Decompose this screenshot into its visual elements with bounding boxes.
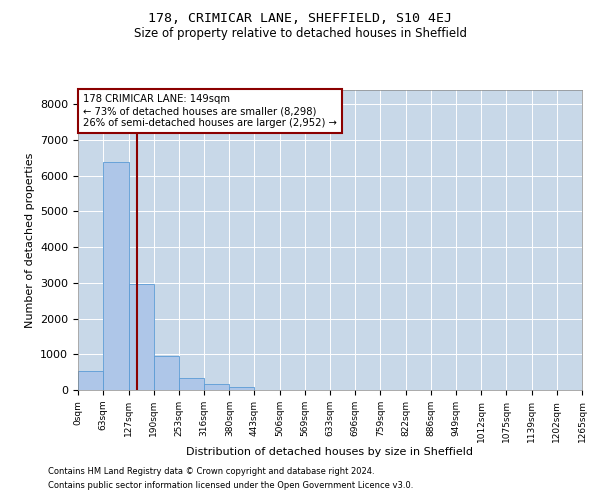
- Text: Contains public sector information licensed under the Open Government Licence v3: Contains public sector information licen…: [48, 481, 413, 490]
- Text: Contains HM Land Registry data © Crown copyright and database right 2024.: Contains HM Land Registry data © Crown c…: [48, 467, 374, 476]
- Bar: [154, 356, 179, 390]
- Text: Size of property relative to detached houses in Sheffield: Size of property relative to detached ho…: [133, 28, 467, 40]
- Y-axis label: Number of detached properties: Number of detached properties: [25, 152, 35, 328]
- Bar: [128, 284, 154, 390]
- X-axis label: Distribution of detached houses by size in Sheffield: Distribution of detached houses by size …: [187, 448, 473, 458]
- Bar: [103, 162, 128, 390]
- Bar: [229, 387, 254, 390]
- Text: 178, CRIMICAR LANE, SHEFFIELD, S10 4EJ: 178, CRIMICAR LANE, SHEFFIELD, S10 4EJ: [148, 12, 452, 26]
- Text: 178 CRIMICAR LANE: 149sqm
← 73% of detached houses are smaller (8,298)
26% of se: 178 CRIMICAR LANE: 149sqm ← 73% of detac…: [83, 94, 337, 128]
- Bar: [204, 384, 229, 390]
- Bar: [179, 378, 204, 390]
- Bar: [78, 371, 103, 390]
